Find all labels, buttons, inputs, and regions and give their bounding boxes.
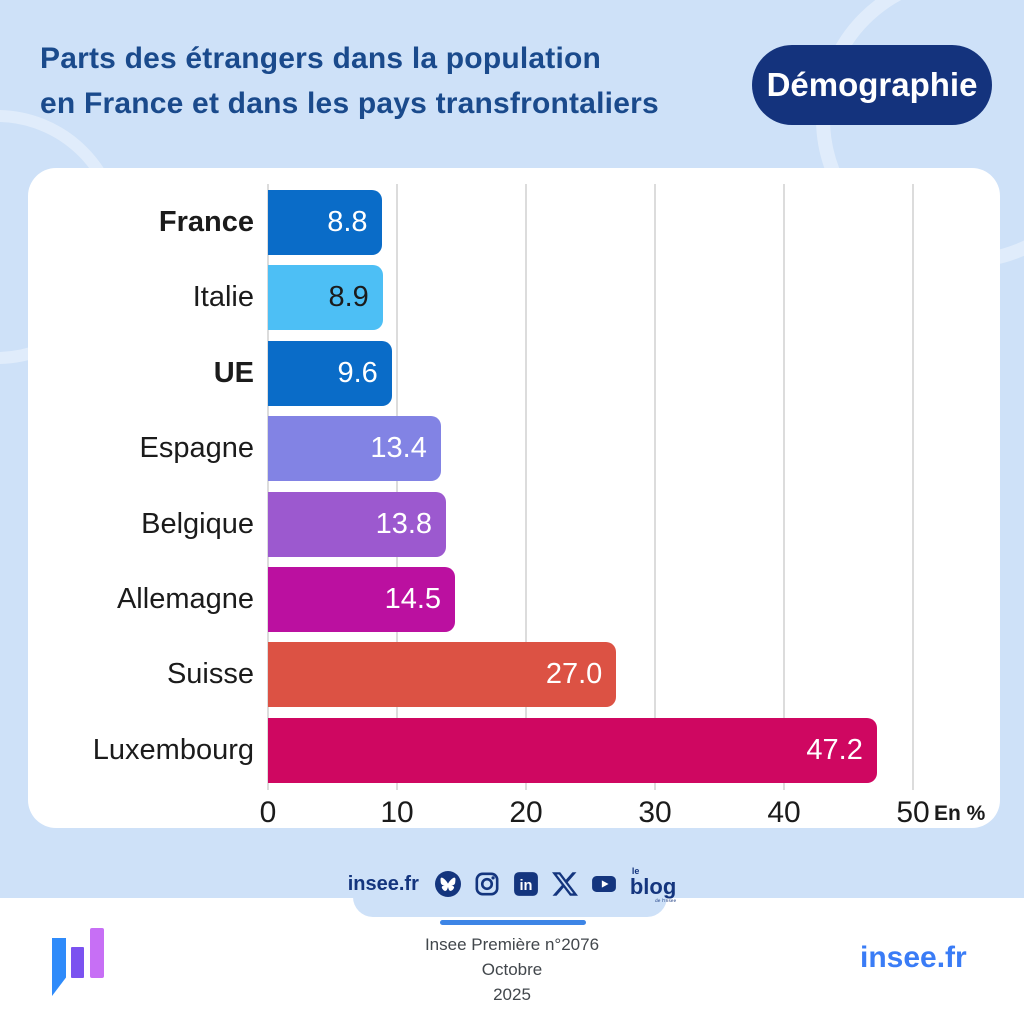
insee-logo-bar-orchid xyxy=(90,928,104,978)
instagram-icon[interactable] xyxy=(474,871,500,897)
x-tick-label: 20 xyxy=(509,796,543,829)
bar-value-label: 27.0 xyxy=(545,658,603,691)
insee-logo-bar-blue xyxy=(52,938,66,996)
blog-sub-label: de l'Insee xyxy=(655,897,677,903)
x-tick-label: 10 xyxy=(380,796,414,829)
bar-chart: En % 0 10 20 30 40 50 France 8.8 Italie 8.9 UE 9.6 E… xyxy=(28,168,1000,829)
bar-category-label: Suisse xyxy=(166,658,254,691)
insee-logo-bar-violet xyxy=(71,947,84,978)
youtube-icon[interactable] xyxy=(591,871,617,897)
category-badge-label: Démographie xyxy=(766,66,978,103)
bar-espagne: 13.4 xyxy=(268,416,441,482)
grid-line-50 xyxy=(912,184,914,790)
bar-category-label: Luxembourg xyxy=(92,733,254,766)
grid-line-20 xyxy=(525,184,527,790)
blog-le-label: le xyxy=(631,866,640,876)
bar-luxembourg: 47.2 xyxy=(268,717,877,783)
linkedin-icon[interactable]: in xyxy=(513,871,539,897)
bar-ue: 9.6 xyxy=(268,340,392,406)
bar-category-label: Italie xyxy=(192,281,254,314)
page-title: Parts des étrangers dans la population e… xyxy=(40,36,659,126)
insee-site-link[interactable]: insee.fr xyxy=(347,872,419,895)
bar-value-label: 8.8 xyxy=(327,206,368,238)
accent-underline xyxy=(440,920,586,925)
svg-text:in: in xyxy=(519,878,532,894)
grid-line-10 xyxy=(396,184,398,790)
footer-tab xyxy=(353,897,667,917)
x-tick-label: 30 xyxy=(638,796,672,829)
bar-france: 8.8 xyxy=(268,190,382,255)
bar-value-label: 14.5 xyxy=(384,583,442,615)
bar-category-label: Belgique xyxy=(141,507,254,540)
bar-value-label: 13.4 xyxy=(370,432,427,465)
chart-card: En % 0 10 20 30 40 50 France 8.8 Italie 8.9 UE 9.6 E… xyxy=(28,168,1000,829)
bar-belgique: 13.8 xyxy=(268,491,447,557)
x-axis-unit-label: En % xyxy=(934,802,986,825)
bar-value-label: 9.6 xyxy=(337,356,378,389)
bar-value-label: 8.9 xyxy=(328,281,369,314)
bar-category-label: Allemagne xyxy=(116,583,254,615)
page-title-line1: Parts des étrangers dans la population xyxy=(40,42,602,75)
x-tick-label: 40 xyxy=(767,796,801,829)
bluesky-icon[interactable] xyxy=(434,871,461,897)
grid-line-40 xyxy=(783,184,785,790)
grid-line-0 xyxy=(267,184,269,790)
category-badge: Démographie xyxy=(752,45,992,125)
blog-label: blog xyxy=(629,874,677,899)
insee-brand-link[interactable]: insee.fr xyxy=(860,941,967,974)
publication-title: Insee Première n°2076 xyxy=(424,935,600,954)
x-twitter-icon[interactable] xyxy=(551,871,578,897)
publication-month: Octobre xyxy=(481,960,543,979)
grid-line-30 xyxy=(654,184,656,790)
publication-year: 2025 xyxy=(493,985,531,1004)
bar-allemagne: 14.5 xyxy=(268,567,456,632)
insee-blog-link[interactable]: le blog de l'Insee xyxy=(629,866,677,903)
bar-suisse: 27.0 xyxy=(268,642,617,708)
bar-value-label: 13.8 xyxy=(375,507,433,540)
social-links-row: insee.fr in le blog de l'Insee xyxy=(0,866,1024,903)
x-tick-label: 0 xyxy=(259,796,277,829)
page-title-line2: en France et dans les pays transfrontali… xyxy=(40,87,659,120)
insee-logo xyxy=(50,926,110,996)
publication-info: Insee Première n°2076 Octobre 2025 xyxy=(0,932,1024,1007)
bar-category-label: Espagne xyxy=(139,432,255,465)
bar-value-label: 47.2 xyxy=(806,733,863,766)
x-tick-label: 50 xyxy=(896,796,930,829)
bar-category-label: UE xyxy=(213,356,254,389)
bar-italie: 8.9 xyxy=(268,265,383,331)
bar-category-label: France xyxy=(158,206,254,238)
